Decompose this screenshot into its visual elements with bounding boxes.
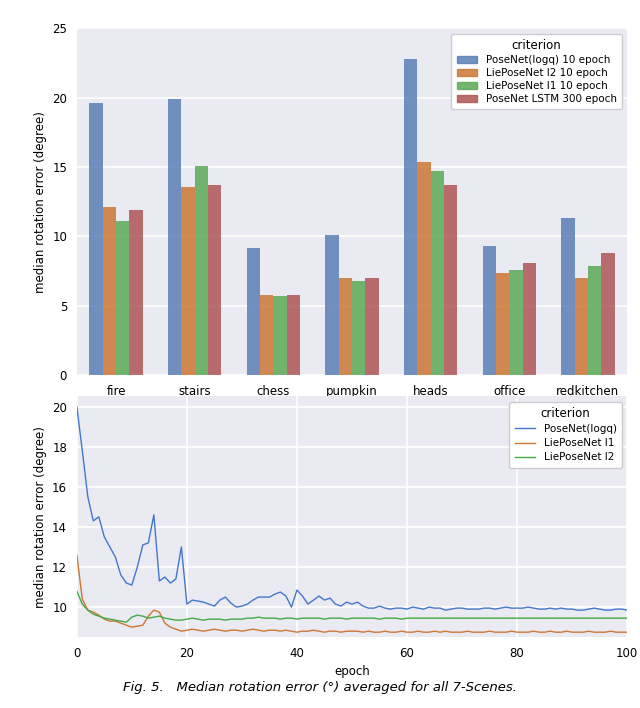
LiePoseNet l1 [73, 551, 81, 559]
Bar [561, 219, 575, 375]
PoseNet(logq) [111, 553, 119, 561]
Bar [404, 59, 417, 375]
LiePoseNet l2 [73, 587, 81, 595]
LiePoseNet l1 [409, 628, 417, 636]
LiePoseNet l1 [293, 628, 301, 636]
Text: Fig. 5.   Median rotation error (°) averaged for all 7-Scenes.: Fig. 5. Median rotation error (°) averag… [123, 681, 517, 694]
LiePoseNet l2 [122, 618, 130, 627]
X-axis label: epoch: epoch [334, 666, 370, 678]
Bar [325, 235, 339, 375]
Bar [287, 295, 300, 375]
Legend: PoseNet(logq), LiePoseNet l1, LiePoseNet l2: PoseNet(logq), LiePoseNet l1, LiePoseNet… [509, 401, 622, 467]
Bar [168, 99, 181, 375]
Bar [431, 171, 444, 375]
PoseNet(logq) [211, 602, 218, 610]
Bar [575, 278, 588, 375]
LiePoseNet l1 [111, 617, 119, 625]
PoseNet(logq) [326, 594, 334, 603]
Bar [246, 248, 260, 375]
Bar [483, 246, 496, 375]
LiePoseNet l1 [464, 627, 472, 636]
Bar [601, 253, 614, 375]
Bar [273, 296, 287, 375]
Bar [417, 161, 431, 375]
Line: LiePoseNet l2: LiePoseNet l2 [77, 591, 627, 622]
Bar [365, 278, 379, 375]
LiePoseNet l2 [332, 614, 339, 622]
Bar [103, 207, 116, 375]
Bar [116, 221, 129, 375]
Bar [509, 270, 523, 375]
Bar [195, 166, 208, 375]
PoseNet(logq) [623, 606, 631, 615]
Line: PoseNet(logq): PoseNet(logq) [77, 406, 627, 610]
LiePoseNet l2 [216, 615, 224, 623]
Y-axis label: median rotation error (degree): median rotation error (degree) [34, 111, 47, 292]
LiePoseNet l2 [623, 614, 631, 622]
Bar [444, 185, 458, 375]
LiePoseNet l1 [492, 628, 499, 636]
Line: LiePoseNet l1: LiePoseNet l1 [77, 555, 627, 632]
PoseNet(logq) [442, 606, 449, 615]
Bar [90, 103, 103, 375]
LiePoseNet l2 [492, 614, 499, 622]
Bar [339, 278, 352, 375]
PoseNet(logq) [73, 402, 81, 411]
LiePoseNet l1 [623, 628, 631, 636]
LiePoseNet l1 [211, 625, 218, 634]
Bar [588, 266, 601, 375]
Bar [496, 273, 509, 375]
PoseNet(logq) [492, 605, 499, 613]
Bar [523, 263, 536, 375]
PoseNet(logq) [403, 605, 411, 613]
Bar [129, 210, 143, 375]
Bar [208, 185, 221, 375]
Legend: PoseNet(logq) 10 epoch, LiePoseNet l2 10 epoch, LiePoseNet l1 10 epoch, PoseNet : PoseNet(logq) 10 epoch, LiePoseNet l2 10… [451, 33, 622, 110]
LiePoseNet l2 [111, 616, 119, 624]
Bar [181, 186, 195, 375]
Y-axis label: median rotation error (degree): median rotation error (degree) [33, 426, 47, 607]
LiePoseNet l1 [332, 627, 339, 636]
Bar [260, 295, 273, 375]
LiePoseNet l2 [409, 614, 417, 622]
Bar [352, 281, 365, 375]
LiePoseNet l2 [464, 614, 472, 622]
PoseNet(logq) [464, 605, 472, 613]
